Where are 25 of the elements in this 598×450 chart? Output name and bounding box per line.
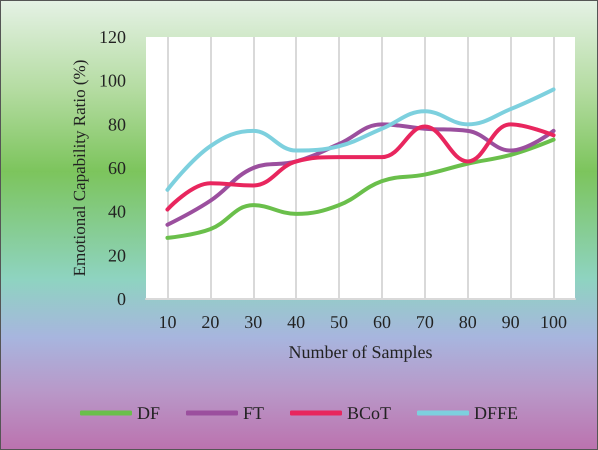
line-series: [165, 87, 556, 192]
x-tick-label: 90: [502, 312, 520, 332]
x-tick-label: 60: [372, 312, 391, 332]
x-axis-title: Number of Samples: [288, 342, 432, 362]
legend-label: FT: [242, 403, 264, 423]
x-tick-label: 70: [416, 312, 434, 332]
y-tick-label: 40: [108, 202, 126, 222]
y-tick-label: 20: [108, 245, 126, 266]
x-tick-label: 80: [458, 312, 477, 332]
x-tick-label: 100: [540, 312, 568, 332]
x-tick-label: 40: [287, 312, 306, 332]
line-series: [165, 138, 556, 240]
legend-label: BCoT: [346, 403, 392, 423]
y-tick-label: 60: [108, 158, 126, 178]
y-tick-label: 120: [99, 27, 126, 47]
y-tick-label: 100: [99, 70, 126, 91]
x-tick-label: 20: [201, 312, 220, 332]
y-axis-title: Emotional Capability Ratio (%): [70, 60, 89, 276]
y-tick-label: 80: [108, 114, 126, 134]
y-tick-label: 0: [117, 289, 126, 309]
x-tick-label: 50: [330, 312, 348, 332]
x-tick-label: 10: [158, 312, 176, 332]
legend-label: DFFE: [474, 403, 518, 423]
legend-label: DF: [136, 403, 160, 423]
x-tick-label: 30: [244, 312, 262, 332]
